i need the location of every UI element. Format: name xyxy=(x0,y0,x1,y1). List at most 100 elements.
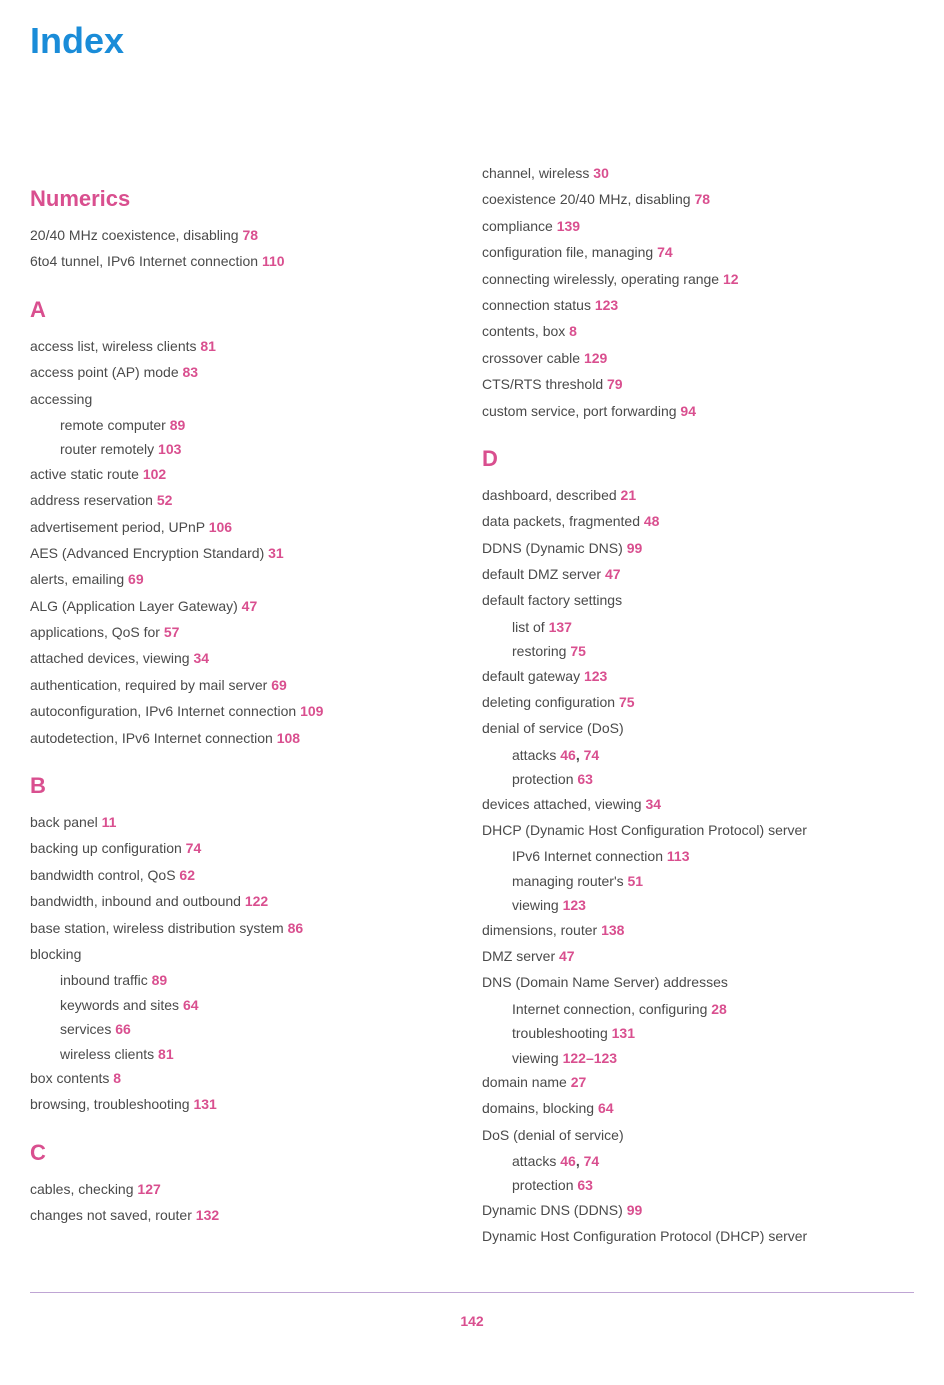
page-ref[interactable]: 78 xyxy=(242,227,258,243)
page-ref[interactable]: 89 xyxy=(152,972,168,988)
page-ref[interactable]: 57 xyxy=(164,624,180,640)
index-entry: default DMZ server 47 xyxy=(482,563,914,585)
page-ref[interactable]: 86 xyxy=(288,920,304,936)
index-entry: devices attached, viewing 34 xyxy=(482,793,914,815)
index-entry: changes not saved, router 132 xyxy=(30,1204,462,1226)
page-ref[interactable]: 138 xyxy=(601,922,624,938)
index-entry: access point (AP) mode 83 xyxy=(30,361,462,383)
page-ref[interactable]: 28 xyxy=(711,1001,727,1017)
page-ref[interactable]: 110 xyxy=(262,253,285,269)
page-ref[interactable]: 46 xyxy=(560,747,576,763)
index-subentry: wireless clients 81 xyxy=(30,1043,462,1065)
index-entry: custom service, port forwarding 94 xyxy=(482,400,914,422)
page-ref[interactable]: 94 xyxy=(680,403,696,419)
index-subentry: IPv6 Internet connection 113 xyxy=(482,845,914,867)
page-ref[interactable]: 47 xyxy=(559,948,575,964)
page-ref[interactable]: 89 xyxy=(170,417,186,433)
page-ref[interactable]: 66 xyxy=(115,1021,131,1037)
index-subentry: services 66 xyxy=(30,1018,462,1040)
page-ref[interactable]: 11 xyxy=(102,814,117,830)
index-entry: bandwidth control, QoS 62 xyxy=(30,864,462,886)
page-ref[interactable]: 123 xyxy=(563,897,586,913)
page-ref[interactable]: 74 xyxy=(584,747,600,763)
page-ref[interactable]: 108 xyxy=(277,730,300,746)
page-ref[interactable]: 64 xyxy=(183,997,199,1013)
page-ref[interactable]: 30 xyxy=(593,165,609,181)
page-ref[interactable]: 48 xyxy=(644,513,660,529)
page-ref[interactable]: 122–123 xyxy=(563,1050,618,1066)
page-ref[interactable]: 34 xyxy=(193,650,209,666)
page-ref[interactable]: 81 xyxy=(158,1046,174,1062)
section-c: C xyxy=(30,1140,462,1166)
index-subentry: attacks 46, 74 xyxy=(482,1150,914,1172)
page-ref[interactable]: 74 xyxy=(584,1153,600,1169)
page-ref[interactable]: 102 xyxy=(143,466,166,482)
page-ref[interactable]: 46 xyxy=(560,1153,576,1169)
page-ref[interactable]: 131 xyxy=(612,1025,635,1041)
left-column: Numerics 20/40 MHz coexistence, disablin… xyxy=(30,162,462,1252)
index-entry: ALG (Application Layer Gateway) 47 xyxy=(30,595,462,617)
page-ref[interactable]: 79 xyxy=(607,376,623,392)
index-subentry: keywords and sites 64 xyxy=(30,994,462,1016)
index-entry: dashboard, described 21 xyxy=(482,484,914,506)
page-ref[interactable]: 63 xyxy=(577,771,593,787)
page-ref[interactable]: 131 xyxy=(193,1096,216,1112)
page-ref[interactable]: 74 xyxy=(186,840,202,856)
index-entry: box contents 8 xyxy=(30,1067,462,1089)
page-ref[interactable]: 34 xyxy=(645,796,661,812)
page-ref[interactable]: 127 xyxy=(137,1181,160,1197)
page-ref[interactable]: 51 xyxy=(628,873,644,889)
index-entry: authentication, required by mail server … xyxy=(30,674,462,696)
page-ref[interactable]: 74 xyxy=(657,244,673,260)
page-ref[interactable]: 62 xyxy=(179,867,195,883)
page-ref[interactable]: 47 xyxy=(242,598,258,614)
page-ref[interactable]: 99 xyxy=(627,1202,643,1218)
page-ref[interactable]: 8 xyxy=(113,1070,121,1086)
index-subentry: viewing 122–123 xyxy=(482,1047,914,1069)
page-ref[interactable]: 122 xyxy=(245,893,268,909)
index-columns: Numerics 20/40 MHz coexistence, disablin… xyxy=(30,162,914,1252)
index-entry: connecting wirelessly, operating range 1… xyxy=(482,268,914,290)
page-ref[interactable]: 137 xyxy=(549,619,572,635)
page-ref[interactable]: 47 xyxy=(605,566,621,582)
index-entry: autoconfiguration, IPv6 Internet connect… xyxy=(30,700,462,722)
page-ref[interactable]: 103 xyxy=(158,441,181,457)
index-entry: address reservation 52 xyxy=(30,489,462,511)
page-ref[interactable]: 99 xyxy=(627,540,643,556)
index-subentry: viewing 123 xyxy=(482,894,914,916)
index-entry: back panel 11 xyxy=(30,811,462,833)
index-entry: dimensions, router 138 xyxy=(482,919,914,941)
page-ref[interactable]: 69 xyxy=(271,677,287,693)
page-ref[interactable]: 106 xyxy=(209,519,232,535)
right-column: channel, wireless 30 coexistence 20/40 M… xyxy=(482,162,914,1252)
page-ref[interactable]: 75 xyxy=(619,694,635,710)
page-ref[interactable]: 52 xyxy=(157,492,173,508)
index-entry: deleting configuration 75 xyxy=(482,691,914,713)
page-ref[interactable]: 21 xyxy=(621,487,637,503)
page-ref[interactable]: 69 xyxy=(128,571,144,587)
index-subentry: managing router's 51 xyxy=(482,870,914,892)
page-ref[interactable]: 129 xyxy=(584,350,607,366)
index-subentry: protection 63 xyxy=(482,1174,914,1196)
page-ref[interactable]: 63 xyxy=(577,1177,593,1193)
index-entry: contents, box 8 xyxy=(482,320,914,342)
page-ref[interactable]: 109 xyxy=(300,703,323,719)
page-ref[interactable]: 27 xyxy=(571,1074,587,1090)
page-ref[interactable]: 113 xyxy=(667,848,690,864)
page-ref[interactable]: 78 xyxy=(694,191,710,207)
page-number: 142 xyxy=(460,1313,483,1329)
page-ref[interactable]: 81 xyxy=(200,338,216,354)
page-ref[interactable]: 123 xyxy=(595,297,618,313)
index-entry: DNS (Domain Name Server) addresses xyxy=(482,971,914,993)
page-ref[interactable]: 8 xyxy=(569,323,577,339)
page-ref[interactable]: 64 xyxy=(598,1100,614,1116)
page-ref[interactable]: 123 xyxy=(584,668,607,684)
page-ref[interactable]: 83 xyxy=(183,364,199,380)
index-entry: DHCP (Dynamic Host Configuration Protoco… xyxy=(482,819,914,841)
index-entry: autodetection, IPv6 Internet connection … xyxy=(30,727,462,749)
page-ref[interactable]: 31 xyxy=(268,545,284,561)
page-ref[interactable]: 132 xyxy=(196,1207,219,1223)
page-ref[interactable]: 139 xyxy=(557,218,580,234)
page-ref[interactable]: 75 xyxy=(570,643,586,659)
page-ref[interactable]: 12 xyxy=(723,271,739,287)
